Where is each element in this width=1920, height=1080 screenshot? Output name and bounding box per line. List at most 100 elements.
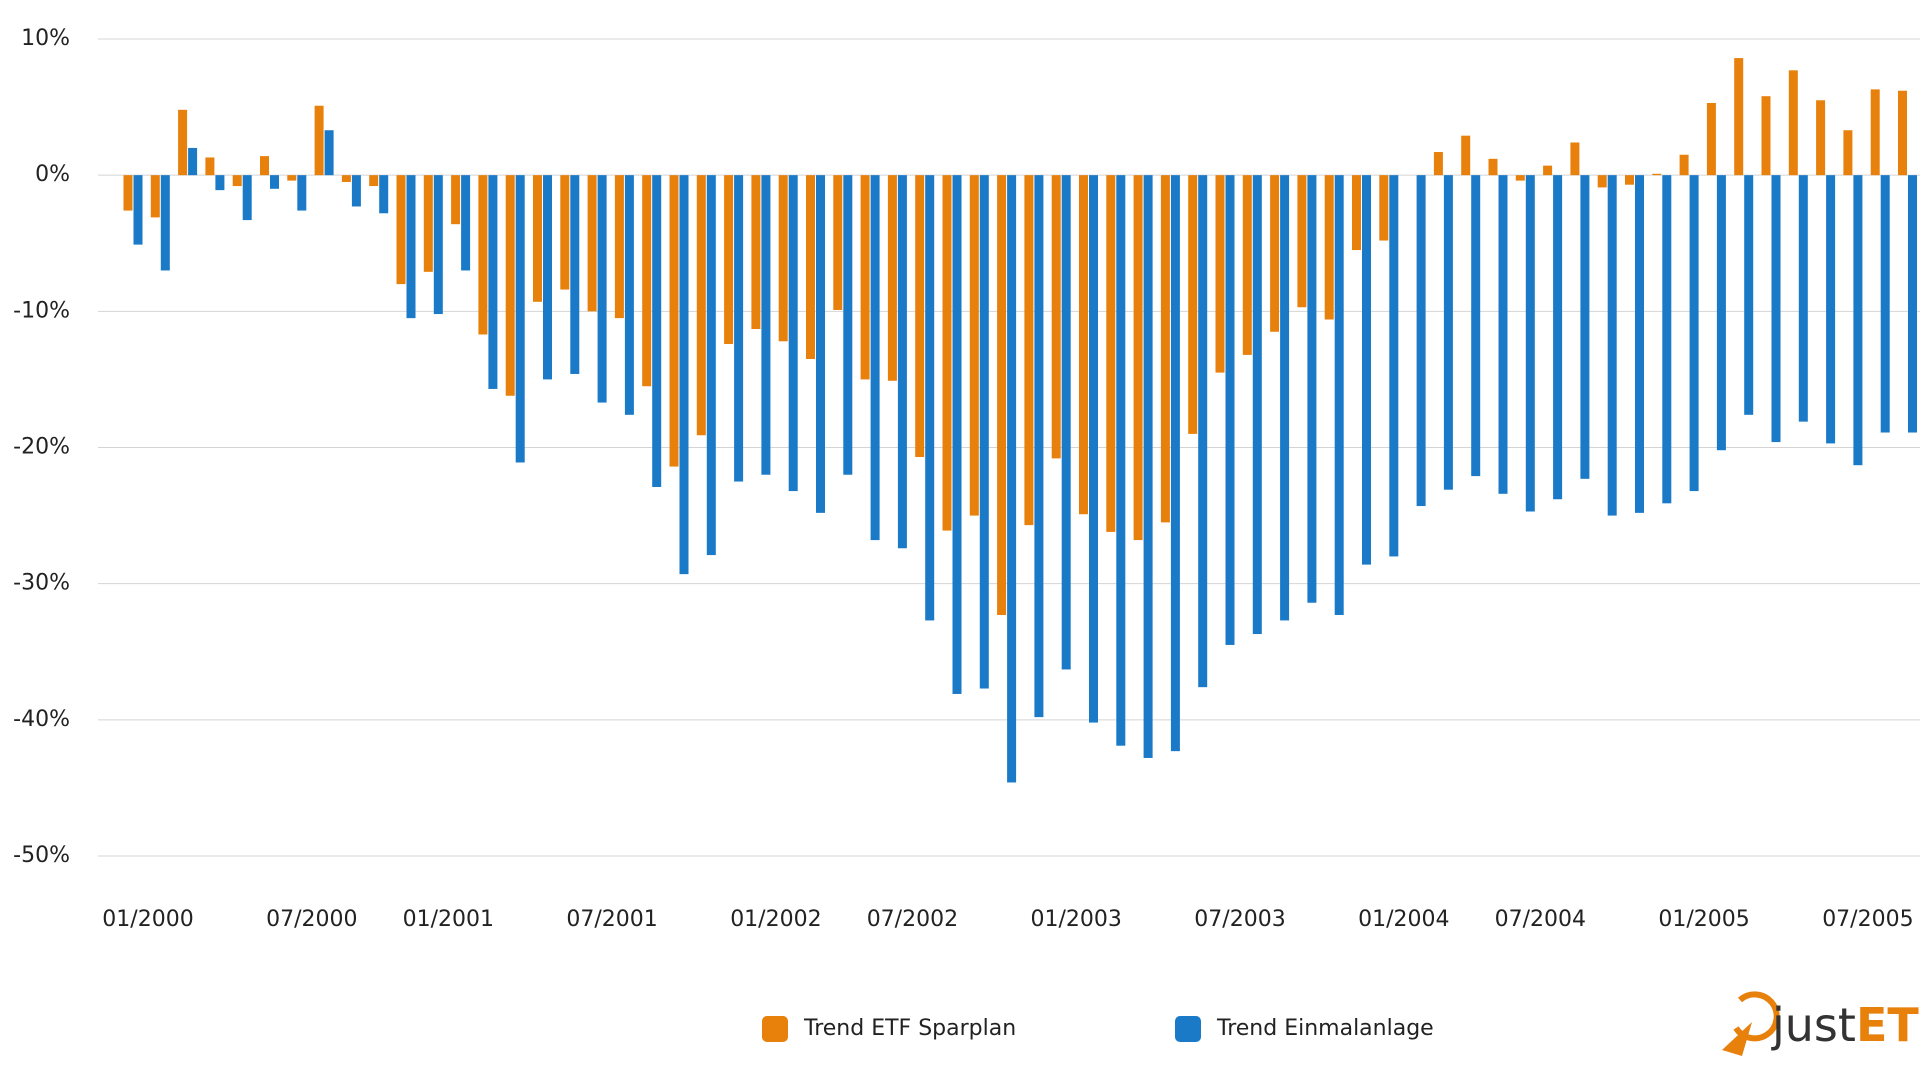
bar [1853, 175, 1863, 466]
bar [1498, 175, 1508, 494]
bar [833, 175, 843, 310]
bar [642, 175, 652, 387]
bar [1389, 175, 1399, 557]
bar [133, 175, 143, 245]
bar [1570, 142, 1580, 176]
x-tick-label: 01/2003 [1030, 907, 1121, 932]
bar [1515, 175, 1525, 181]
bar [379, 175, 389, 214]
bar [205, 157, 215, 176]
bar [1716, 175, 1726, 451]
bar [1898, 90, 1907, 176]
bar [1826, 175, 1836, 444]
logo: justETF [1722, 991, 1920, 1056]
logo-icon [1733, 991, 1780, 1042]
bar [1607, 175, 1617, 516]
bar [1160, 175, 1170, 523]
bar [734, 175, 744, 482]
bar [724, 175, 734, 345]
x-tick-label: 07/2001 [566, 907, 657, 932]
bar [324, 130, 334, 176]
bar [1307, 175, 1317, 603]
bar [1734, 58, 1744, 176]
bar [1553, 175, 1563, 500]
bar [1706, 102, 1716, 176]
bar [423, 175, 433, 272]
bar [1597, 175, 1607, 188]
x-tick-label: 07/2005 [1822, 907, 1913, 932]
bar [1188, 175, 1198, 434]
bar [543, 175, 552, 380]
bar [597, 175, 607, 403]
bar [232, 175, 242, 187]
bar [1689, 175, 1699, 492]
bar [488, 175, 498, 389]
bar [1133, 175, 1143, 541]
bar [451, 175, 461, 225]
bar [123, 175, 133, 211]
y-tick-label: 0% [35, 162, 70, 187]
bar [570, 175, 580, 374]
bar [1662, 175, 1672, 504]
bar [515, 175, 525, 463]
bar [816, 175, 825, 513]
bar [1771, 175, 1781, 443]
bar [1252, 175, 1262, 635]
bar [679, 175, 689, 575]
bar [215, 175, 225, 191]
bar [652, 175, 662, 487]
bar [160, 175, 170, 271]
bar [1625, 175, 1634, 185]
bar [314, 105, 324, 176]
bar [1225, 175, 1235, 645]
bar [242, 175, 252, 221]
bar [341, 175, 351, 182]
bar [1761, 96, 1771, 176]
x-tick-label: 07/2003 [1194, 907, 1285, 932]
logo-just: just [1771, 998, 1856, 1052]
bar [1788, 70, 1798, 176]
bar [860, 175, 870, 380]
x-tick-label: 01/2005 [1658, 907, 1749, 932]
bar [806, 175, 815, 359]
bar [1297, 175, 1307, 308]
bar [1379, 175, 1389, 241]
bar [1280, 175, 1290, 621]
bar [843, 175, 853, 475]
bar [925, 175, 935, 621]
bar [1416, 175, 1426, 507]
bar [942, 175, 952, 531]
bar [1215, 175, 1225, 373]
x-tick-label: 01/2004 [1358, 907, 1449, 932]
bar [1488, 158, 1498, 176]
logo-icon [1722, 1022, 1752, 1056]
bar [696, 175, 706, 436]
bar [1525, 175, 1535, 512]
bar [788, 175, 798, 492]
bar [915, 175, 925, 458]
bar [1089, 175, 1098, 723]
bar [761, 175, 771, 475]
bar [1034, 175, 1044, 718]
bar [1116, 175, 1126, 746]
bar [433, 175, 443, 315]
x-tick-label: 07/2004 [1495, 907, 1586, 932]
bar [997, 175, 1007, 615]
x-tick-label: 07/2002 [867, 907, 958, 932]
bar [1270, 175, 1280, 332]
legend-swatch [762, 1016, 788, 1042]
bar [706, 175, 716, 556]
bar [887, 175, 897, 381]
bar [969, 175, 979, 516]
bar [1870, 89, 1880, 176]
bar [1007, 175, 1017, 783]
bar [897, 175, 907, 549]
bar [1580, 175, 1590, 479]
x-tick-label: 01/2000 [102, 907, 193, 932]
bar [1679, 154, 1689, 176]
y-tick-label: -50% [13, 843, 70, 868]
bar [150, 175, 160, 218]
bar [505, 175, 515, 396]
bar [1362, 175, 1371, 565]
